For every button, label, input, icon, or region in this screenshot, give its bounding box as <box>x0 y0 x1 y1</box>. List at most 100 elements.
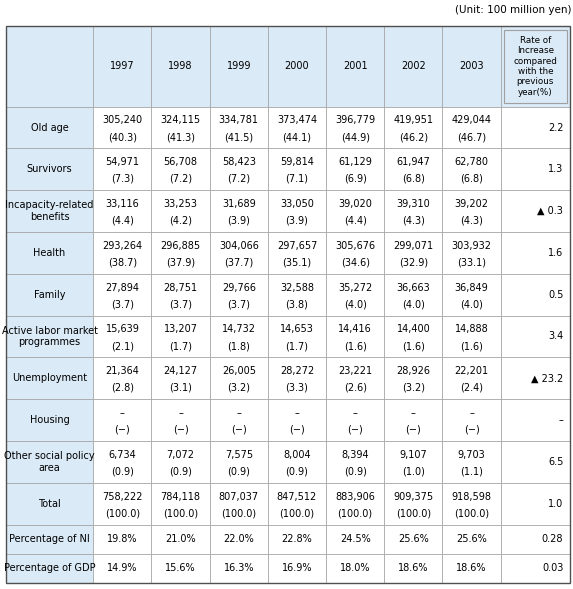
Text: 32,588: 32,588 <box>280 283 314 293</box>
Bar <box>210 441 268 483</box>
Text: (100.0): (100.0) <box>454 508 489 518</box>
Bar <box>210 316 268 358</box>
Bar <box>384 483 442 525</box>
Text: 25.6%: 25.6% <box>398 534 429 544</box>
Text: (7.1): (7.1) <box>285 174 308 184</box>
Text: 61,947: 61,947 <box>397 157 430 167</box>
Bar <box>501 358 570 399</box>
Bar <box>501 525 570 554</box>
Bar <box>210 26 268 107</box>
Text: 35,272: 35,272 <box>338 283 372 293</box>
Bar <box>93 107 151 148</box>
Text: 19.8%: 19.8% <box>107 534 138 544</box>
Text: 39,202: 39,202 <box>454 199 489 209</box>
Bar <box>268 316 326 358</box>
Bar <box>442 190 501 232</box>
Bar <box>6 26 93 107</box>
Text: (44.1): (44.1) <box>282 132 312 142</box>
Text: 61,129: 61,129 <box>338 157 372 167</box>
Text: (32.9): (32.9) <box>399 257 428 267</box>
Text: (3.1): (3.1) <box>169 383 192 393</box>
Text: 26,005: 26,005 <box>222 366 256 376</box>
Text: 324,115: 324,115 <box>160 115 201 125</box>
Text: (0.9): (0.9) <box>285 466 308 477</box>
Bar <box>326 26 384 107</box>
Bar <box>6 554 93 583</box>
Text: 28,926: 28,926 <box>397 366 430 376</box>
Text: (100.0): (100.0) <box>396 508 431 518</box>
Bar <box>151 554 210 583</box>
Text: 16.3%: 16.3% <box>223 564 254 574</box>
Bar <box>210 274 268 316</box>
Bar <box>501 26 570 107</box>
Text: (2.8): (2.8) <box>111 383 134 393</box>
Text: (37.9): (37.9) <box>166 257 195 267</box>
Text: 1998: 1998 <box>168 61 193 71</box>
Bar <box>442 316 501 358</box>
Bar <box>210 483 268 525</box>
Bar <box>326 148 384 190</box>
Bar <box>268 358 326 399</box>
Bar <box>501 316 570 358</box>
Bar <box>384 399 442 441</box>
Text: –: – <box>411 408 416 418</box>
Text: 2000: 2000 <box>285 61 309 71</box>
Text: (−): (−) <box>289 425 305 435</box>
Text: 305,240: 305,240 <box>103 115 143 125</box>
Text: ▲ 0.3: ▲ 0.3 <box>537 206 563 216</box>
Bar <box>501 148 570 190</box>
Text: –: – <box>236 408 241 418</box>
Text: 807,037: 807,037 <box>219 492 259 502</box>
Bar <box>268 441 326 483</box>
Bar <box>326 358 384 399</box>
Text: 883,906: 883,906 <box>335 492 375 502</box>
Bar <box>384 232 442 274</box>
Bar <box>93 232 151 274</box>
Text: 419,951: 419,951 <box>393 115 433 125</box>
Text: (7.2): (7.2) <box>169 174 192 184</box>
Bar <box>210 554 268 583</box>
Text: 22.0%: 22.0% <box>223 534 254 544</box>
Bar <box>151 232 210 274</box>
Text: 22,201: 22,201 <box>454 366 489 376</box>
Text: (1.6): (1.6) <box>344 341 367 351</box>
Text: (4.0): (4.0) <box>402 299 425 309</box>
Bar <box>384 190 442 232</box>
Text: 18.6%: 18.6% <box>456 564 487 574</box>
Bar <box>6 148 93 190</box>
Text: (1.0): (1.0) <box>402 466 425 477</box>
Bar <box>501 232 570 274</box>
Text: (4.4): (4.4) <box>344 216 367 226</box>
Text: (0.9): (0.9) <box>227 466 250 477</box>
Bar <box>6 525 93 554</box>
Bar <box>326 441 384 483</box>
Bar <box>151 399 210 441</box>
Bar <box>151 190 210 232</box>
Text: Active labor market
programmes: Active labor market programmes <box>2 326 97 348</box>
Text: 14,400: 14,400 <box>397 325 430 335</box>
Bar <box>442 107 501 148</box>
Text: 2003: 2003 <box>459 61 484 71</box>
Text: 7,072: 7,072 <box>167 450 195 460</box>
Text: (3.3): (3.3) <box>285 383 308 393</box>
Text: 13,207: 13,207 <box>163 325 198 335</box>
Text: 54,971: 54,971 <box>105 157 139 167</box>
Text: 33,253: 33,253 <box>163 199 198 209</box>
Text: 31,689: 31,689 <box>222 199 256 209</box>
Text: 36,663: 36,663 <box>397 283 430 293</box>
Text: 14,732: 14,732 <box>222 325 256 335</box>
Bar <box>93 274 151 316</box>
Text: 58,423: 58,423 <box>222 157 256 167</box>
Text: (2.6): (2.6) <box>344 383 367 393</box>
Text: (7.3): (7.3) <box>111 174 134 184</box>
Text: 1.3: 1.3 <box>548 164 563 174</box>
Bar <box>268 26 326 107</box>
Text: (−): (−) <box>231 425 246 435</box>
Bar <box>326 274 384 316</box>
Bar <box>210 148 268 190</box>
Text: 2.2: 2.2 <box>548 123 563 133</box>
Text: 24.5%: 24.5% <box>340 534 371 544</box>
Text: (3.9): (3.9) <box>227 216 250 226</box>
Bar <box>93 316 151 358</box>
Text: (46.2): (46.2) <box>399 132 428 142</box>
